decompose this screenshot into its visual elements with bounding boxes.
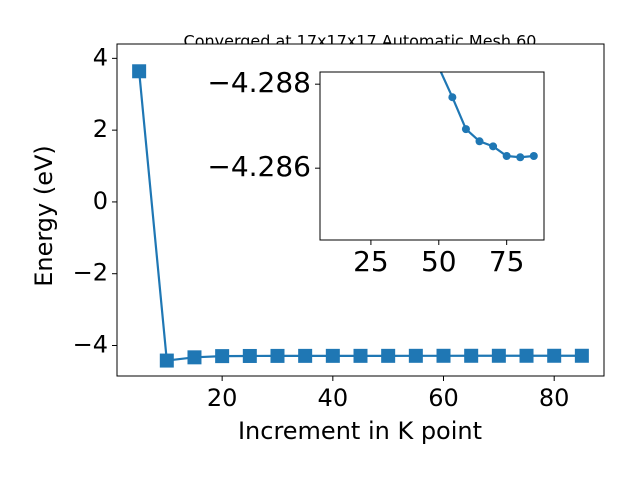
marker (489, 142, 498, 151)
x-tick-label: 50 (421, 245, 457, 278)
marker (159, 353, 174, 368)
marker (516, 153, 525, 162)
marker (519, 348, 534, 363)
plot-content (380, 0, 538, 162)
marker (529, 152, 538, 160)
marker (475, 137, 484, 146)
marker (461, 125, 470, 134)
marker (502, 152, 511, 160)
x-axis-label: Increment in K point (238, 417, 482, 445)
plot-content (132, 64, 589, 368)
marker (380, 0, 388, 4)
y-axis-label: Energy (eV) (30, 145, 58, 287)
marker (448, 93, 457, 102)
x-tick-label: 40 (318, 384, 349, 412)
series-line (439, 72, 534, 159)
x-tick-label: 75 (489, 245, 525, 278)
marker (381, 348, 396, 363)
y-tick-label: −4.286 (207, 150, 311, 183)
marker (298, 348, 313, 363)
y-tick-label: 0 (93, 187, 108, 215)
x-tick-label: 20 (207, 384, 238, 412)
marker (491, 348, 506, 363)
marker (187, 350, 202, 365)
x-tick-label: 80 (539, 384, 570, 412)
marker (574, 348, 589, 363)
marker (215, 349, 230, 364)
marker (242, 348, 257, 363)
y-tick-label: −4.288 (207, 66, 311, 99)
y-tick-label: −4 (73, 330, 108, 358)
x-tick-label: 60 (428, 384, 459, 412)
marker (132, 64, 147, 79)
y-tick-label: −2 (73, 259, 108, 287)
axes-frame (116, 43, 605, 377)
marker (408, 348, 423, 363)
marker (547, 348, 562, 363)
marker (270, 348, 285, 363)
marker (436, 348, 451, 363)
marker (353, 348, 368, 363)
marker (325, 348, 340, 363)
axes-frame (319, 71, 545, 241)
x-tick-label: 25 (353, 245, 389, 278)
y-tick-label: 2 (93, 115, 108, 143)
y-tick-label: 4 (93, 43, 108, 71)
marker (464, 348, 479, 363)
